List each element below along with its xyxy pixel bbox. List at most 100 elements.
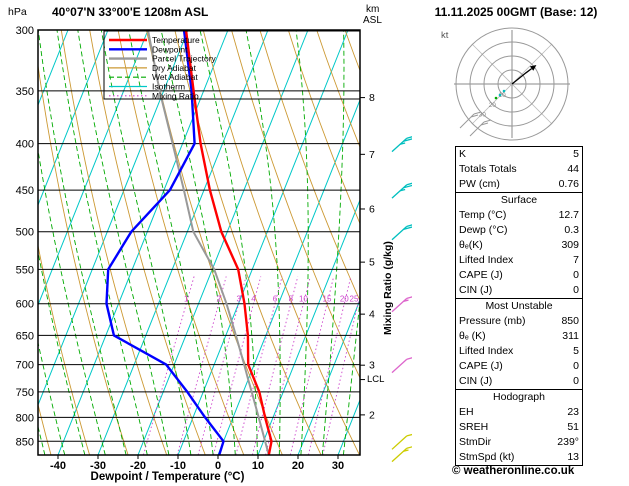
km-tick-label: 6 [369, 203, 375, 215]
plot-frame [37, 29, 361, 456]
indices-row: θₑ (K) 311 [456, 329, 582, 344]
pressure-tick-label: 450 [16, 185, 34, 197]
km-tick-label: 7 [369, 149, 375, 161]
indices-label: PW (cm) [459, 178, 500, 190]
indices-row: Pressure (mb) 850 [456, 314, 582, 329]
wind-barb-icon [391, 224, 412, 241]
indices-table: K 5 Totals Totals 44 PW (cm) 0.76 Surface Temp … [455, 146, 583, 466]
indices-label: Temp (°C) [459, 209, 507, 221]
dewpoint-line [105, 30, 225, 455]
temp-tick-label: -30 [90, 460, 106, 472]
hodograph-ring-label: 20 [489, 102, 497, 109]
wind-barb-icon [391, 136, 412, 153]
hodograph-corner-barbs [459, 111, 492, 137]
km-axis: 8 7 6 5 4 3 2 [360, 92, 375, 421]
pressure-unit-label: hPa [8, 6, 27, 18]
indices-row: Dewp (°C) 0.3 [456, 223, 582, 238]
pressure-tick-label: 500 [16, 227, 34, 239]
pressure-tick-label: 800 [16, 412, 34, 424]
mixing-ratio-value: 1 [184, 295, 189, 304]
km-tick-label: 2 [369, 409, 375, 421]
legend-label: Dewpoint [152, 44, 188, 54]
indices-value: 309 [561, 239, 579, 251]
indices-value: 7 [573, 254, 579, 266]
wind-barb-icon [391, 182, 412, 199]
date-title: 11.11.2025 00GMT (Base: 12) [434, 5, 598, 19]
indices-label: CAPE (J) [459, 269, 503, 281]
indices-value: 239° [557, 436, 579, 448]
legend-label: Temperature [152, 35, 200, 45]
indices-row: PW (cm) 0.76 [456, 177, 582, 192]
station-title: 40°07'N 33°00'E 1208m ASL [52, 5, 209, 19]
indices-label: CIN (J) [459, 284, 493, 296]
temp-tick-label: -10 [170, 460, 186, 472]
indices-row: Lifted Index 5 [456, 344, 582, 359]
indices-row: StmDir 239° [456, 435, 582, 450]
indices-row: SREH 51 [456, 420, 582, 435]
pressure-tick-label: 750 [16, 387, 34, 399]
legend-label: Dry Adiabat [152, 63, 197, 73]
indices-value: 0 [573, 360, 579, 372]
mixing-ratio-value: 6 [273, 295, 278, 304]
wind-barb-icon [391, 433, 412, 450]
indices-label: EH [459, 406, 474, 418]
skewt-chart: 300350400450500550600650700750800850-40-… [16, 25, 412, 472]
indices-label: Lifted Index [459, 345, 514, 357]
indices-label: SREH [459, 421, 489, 433]
indices-row: StmSpd (kt) 13 [456, 450, 582, 465]
indices-section: Most Unstable Pressure (mb) 850 θₑ (K) 311 Li… [456, 298, 582, 389]
temperature-line [184, 30, 273, 455]
km-tick-label: 4 [369, 309, 375, 321]
indices-value: 0 [573, 269, 579, 281]
indices-value: 44 [567, 163, 579, 175]
indices-label: Dewp (°C) [459, 224, 508, 236]
mixing-ratio-axis-label: Mixing Ratio (g/kg) [382, 241, 394, 335]
indices-value: 0.3 [564, 224, 579, 236]
hodograph-ring-label: 30 [479, 112, 487, 119]
indices-row: CIN (J) 0 [456, 283, 582, 298]
mixing-ratio-value: 15 [323, 295, 332, 304]
hodograph-ring-label: 10 [498, 92, 506, 99]
indices-section: Surface Temp (°C) 12.7 Dewp (°C) 0.3 θₑ(K) 309… [456, 192, 582, 298]
mixing-ratio-value: 10 [299, 295, 308, 304]
indices-label: Totals Totals [459, 163, 517, 175]
temp-tick-label: 0 [215, 460, 221, 472]
mixing-ratio-value: 4 [251, 295, 256, 304]
indices-value: 850 [561, 315, 579, 327]
indices-label: StmSpd (kt) [459, 451, 515, 463]
wind-barb-icon [391, 357, 412, 374]
pressure-tick-label: 300 [16, 25, 34, 37]
indices-value: 23 [567, 406, 579, 418]
indices-row: θₑ(K) 309 [456, 238, 582, 253]
legend-label: Mixing Ratio [152, 91, 199, 101]
indices-value: 13 [567, 451, 579, 463]
pressure-tick-label: 550 [16, 264, 34, 276]
mixing-ratio-value: 3 [236, 295, 241, 304]
km-tick-label: 3 [369, 360, 375, 372]
indices-value: 0 [573, 284, 579, 296]
indices-value: 5 [573, 148, 579, 160]
indices-label: CIN (J) [459, 375, 493, 387]
x-axis-label: Dewpoint / Temperature (°C) [90, 471, 245, 483]
legend-label: Wet Adiabat [152, 72, 198, 82]
mixing-ratio-value: 8 [289, 295, 294, 304]
pressure-gridlines: 300 350 400 450 500 550 600 650 700 750 800 850 [16, 25, 360, 448]
indices-value: 0.76 [558, 178, 579, 190]
pressure-tick-label: 650 [16, 330, 34, 342]
indices-value: 311 [562, 330, 579, 342]
km-tick-label: 5 [369, 257, 375, 269]
lcl-label: LCL [367, 374, 385, 385]
asl-axis-unit: ASL [363, 15, 382, 26]
hodograph-arrowhead [529, 65, 537, 71]
indices-row: CIN (J) 0 [456, 374, 582, 389]
pressure-tick-label: 700 [16, 360, 34, 372]
indices-row: Temp (°C) 12.7 [456, 208, 582, 223]
indices-section-title: Surface [500, 194, 538, 206]
pressure-tick-label: 400 [16, 139, 34, 151]
km-tick-label: 8 [369, 92, 375, 104]
wind-barb-icon [391, 446, 412, 463]
indices-label: CAPE (J) [459, 360, 503, 372]
